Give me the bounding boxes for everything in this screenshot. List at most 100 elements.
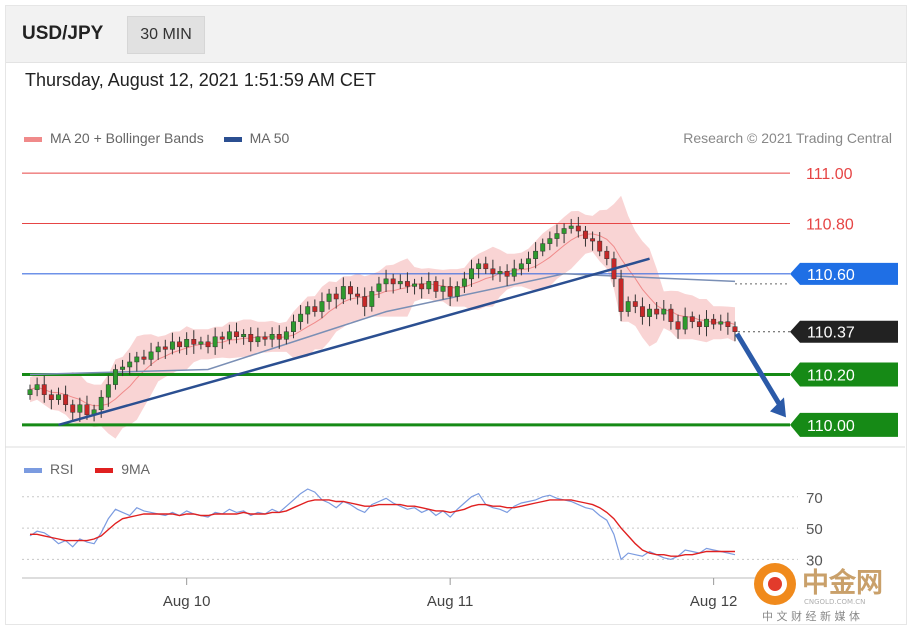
candle: [169, 341, 175, 350]
candle: [226, 331, 232, 340]
candle: [234, 331, 239, 338]
candle: [84, 404, 90, 416]
projection-arrow-shaft: [734, 332, 783, 407]
candle: [305, 306, 311, 315]
candle: [675, 321, 681, 330]
candle: [732, 326, 738, 332]
candle: [41, 384, 47, 395]
legend-swatch: [24, 467, 42, 473]
candle: [518, 263, 524, 270]
legend-item-9ma: 9MA: [95, 461, 150, 477]
candle: [625, 301, 631, 312]
candle: [70, 404, 76, 413]
candle: [120, 366, 126, 370]
x-label-Aug-11: Aug 11: [427, 593, 473, 610]
candle: [376, 283, 382, 292]
candle: [661, 308, 667, 315]
candle: [419, 283, 425, 290]
candle: [568, 225, 574, 229]
candle: [283, 331, 289, 340]
candle: [191, 339, 197, 345]
candle: [326, 293, 332, 302]
candle: [440, 286, 446, 292]
level-tag-110.60: [790, 262, 898, 285]
candle: [383, 278, 389, 285]
candle: [397, 281, 403, 285]
candle: [148, 351, 154, 360]
candle: [390, 278, 396, 285]
candle: [27, 389, 33, 395]
candle: [590, 238, 596, 242]
cngold-watermark: 中金网 CNGOLD.COM.CN 中 文 财 经 新 媒 体: [754, 563, 883, 623]
rsi-tick-30: 30: [806, 552, 823, 569]
candle: [162, 346, 168, 350]
candle: [483, 263, 489, 270]
watermark-tagline: 中 文 财 经 新 媒 体: [762, 609, 860, 623]
candle: [476, 263, 482, 270]
candle: [575, 225, 581, 232]
level-tag-110.37: [790, 320, 898, 343]
rsi-tick-70: 70: [806, 490, 823, 507]
candle: [632, 301, 638, 307]
watermark-subtext: CNGOLD.COM.CN: [804, 598, 865, 606]
candle: [682, 316, 688, 330]
timeframe-button[interactable]: 30 MIN: [127, 16, 205, 54]
candle: [369, 291, 375, 307]
candle: [454, 286, 460, 297]
candle: [647, 308, 652, 317]
candle: [333, 293, 339, 300]
candle: [404, 281, 410, 287]
candle: [248, 334, 254, 343]
level-label-110.80: 110.80: [806, 216, 854, 233]
candle: [212, 336, 218, 348]
x-label-Aug-12: Aug 12: [690, 593, 738, 610]
legend-swatch: [95, 467, 114, 473]
candle: [583, 230, 588, 239]
candle: [298, 313, 304, 322]
candle: [711, 318, 717, 325]
level-tag-110.20: [790, 362, 898, 387]
candle: [597, 240, 603, 252]
candle: [48, 394, 54, 400]
rsi-legend: RSI 9MA: [24, 461, 168, 477]
symbol-label: USD/JPY: [22, 23, 104, 44]
candle: [291, 321, 296, 332]
candle: [704, 318, 709, 327]
candle: [155, 346, 161, 353]
level-label-110.00: 110.00: [807, 418, 855, 435]
candle: [696, 321, 702, 327]
candle: [469, 268, 474, 280]
candle: [319, 301, 325, 312]
candle: [56, 394, 61, 400]
price-legend: MA 20 + Bollinger Bands MA 50: [24, 130, 305, 146]
candle: [511, 268, 517, 277]
rsi-ma-line: [30, 499, 735, 557]
candle: [461, 278, 467, 287]
candle: [618, 278, 624, 312]
candle: [355, 293, 361, 297]
candle: [276, 334, 282, 340]
candle: [547, 238, 553, 244]
candle: [269, 334, 275, 340]
candle: [426, 281, 432, 290]
candle: [34, 384, 40, 390]
legend-item-bollinger: MA 20 + Bollinger Bands: [24, 130, 204, 146]
level-label-110.37: 110.37: [807, 325, 855, 342]
candle: [141, 356, 147, 360]
candle: [340, 286, 346, 300]
candle: [177, 341, 182, 348]
candle: [725, 321, 731, 327]
legend-swatch: [223, 136, 242, 142]
rsi-line: [29, 488, 736, 561]
x-label-Aug-10: Aug 10: [163, 593, 211, 610]
candle: [526, 258, 531, 265]
projection-arrowhead: [770, 397, 786, 418]
level-label-110.20: 110.20: [807, 368, 855, 385]
candle: [198, 341, 204, 345]
chart-widget: USD/JPY 30 MIN Thursday, August 12, 2021…: [5, 5, 907, 625]
candle: [205, 341, 211, 348]
candle: [561, 228, 567, 234]
candle: [219, 336, 225, 340]
candle: [490, 268, 496, 275]
